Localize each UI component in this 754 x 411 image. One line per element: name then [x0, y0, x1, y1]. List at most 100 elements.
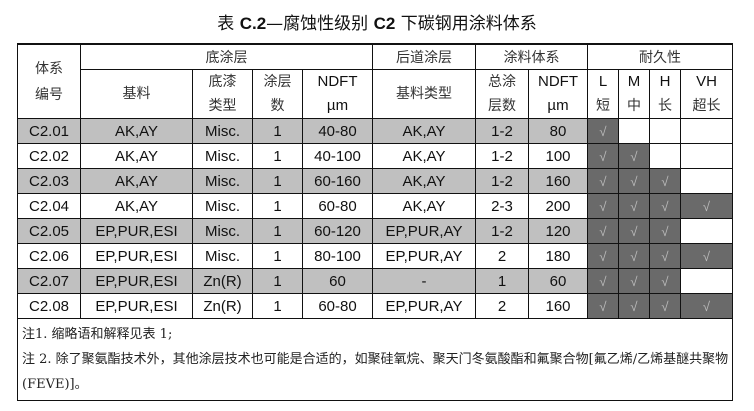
cell-topcoat-binder: EP,PUR,AY	[372, 243, 476, 269]
check-mark-l: √	[587, 293, 619, 319]
check-mark-l: √	[587, 243, 619, 269]
check-mark-m: √	[618, 168, 650, 194]
table-row: C2.05 EP,PUR,ESI Misc. 1 60-120 EP,PUR,AY 1-2 1…	[17, 218, 733, 244]
header-ndft: NDFT µm	[302, 69, 373, 119]
header-primer-type: 底漆 类型	[192, 69, 253, 119]
check-mark-l: √	[587, 118, 619, 144]
empty-cell-h	[649, 118, 681, 144]
cell-system-ndft: 100	[528, 143, 588, 169]
cell-binder: EP,PUR,ESI	[80, 293, 193, 319]
cell-total-coats: 2	[475, 293, 529, 319]
table-row: C2.06 EP,PUR,ESI Misc. 1 80-100 EP,PUR,AY 2 180…	[17, 243, 733, 269]
cell-system-id: C2.02	[17, 143, 81, 169]
check-mark-m: √	[618, 268, 650, 294]
check-mark-h: √	[649, 293, 681, 319]
notes: 注1. 缩略语和解释见表 1; 注 2. 除了聚氨酯技术外，其他涂层技术也可能是…	[17, 318, 733, 401]
cell-coats: 1	[252, 218, 303, 244]
cell-system-id: C2.01	[17, 118, 81, 144]
table-title: 表 C.2—腐蚀性级别 C2 下碳钢用涂料体系	[217, 14, 537, 34]
cell-system-ndft: 180	[528, 243, 588, 269]
check-mark-m: √	[618, 243, 650, 269]
check-mark-m: √	[618, 143, 650, 169]
check-mark-l: √	[587, 193, 619, 219]
cell-topcoat-binder: -	[372, 268, 476, 294]
header-system: 涂料体系	[475, 43, 588, 70]
cell-system-id: C2.06	[17, 243, 81, 269]
coating-systems-table: 体系编号 底涂层 后道涂层 涂料体系 耐久性 基料 底漆 类型 涂层数 NDFT µ…	[17, 43, 733, 401]
cell-coats: 1	[252, 118, 303, 144]
cell-binder: EP,PUR,ESI	[80, 243, 193, 269]
cell-system-ndft: 80	[528, 118, 588, 144]
check-mark-l: √	[587, 218, 619, 244]
cell-primer-type: Zn(R)	[192, 293, 253, 319]
table-row: C2.01 AK,AY Misc. 1 40-80 AK,AY 1-2 80 √	[17, 118, 733, 144]
cell-topcoat-binder: AK,AY	[372, 118, 476, 144]
cell-primer-type: Misc.	[192, 243, 253, 269]
check-mark-h: √	[649, 193, 681, 219]
cell-primer-type: Misc.	[192, 168, 253, 194]
check-mark-vh: √	[680, 193, 733, 219]
cell-total-coats: 1-2	[475, 118, 529, 144]
header-binder-type: 基料类型	[372, 69, 476, 119]
cell-system-id: C2.07	[17, 268, 81, 294]
cell-primer-type: Misc.	[192, 193, 253, 219]
cell-total-coats: 1	[475, 268, 529, 294]
note-2: 注 2. 除了聚氨酯技术外，其他涂层技术也可能是合适的，如聚硅氧烷、聚天门冬氨酸…	[22, 352, 729, 392]
cell-system-ndft: 60	[528, 268, 588, 294]
empty-cell-vh	[680, 268, 733, 294]
cell-binder: EP,PUR,ESI	[80, 268, 193, 294]
empty-cell-vh	[680, 143, 733, 169]
header-vh: VH 超长	[680, 69, 733, 119]
cell-coats: 1	[252, 268, 303, 294]
cell-coats: 1	[252, 243, 303, 269]
header-system-no: 体系编号	[17, 43, 81, 119]
cell-binder: AK,AY	[80, 168, 193, 194]
cell-topcoat-binder: AK,AY	[372, 168, 476, 194]
header-coats: 涂层数	[252, 69, 303, 119]
cell-coats: 1	[252, 168, 303, 194]
header-topcoat: 后道涂层	[372, 43, 476, 70]
table-row: C2.03 AK,AY Misc. 1 60-160 AK,AY 1-2 160 √ √ √	[17, 168, 733, 194]
cell-ndft: 40-80	[302, 118, 373, 144]
cell-system-ndft: 160	[528, 168, 588, 194]
note-1: 注1. 缩略语和解释见表 1;	[22, 327, 173, 342]
check-mark-l: √	[587, 143, 619, 169]
cell-binder: AK,AY	[80, 193, 193, 219]
cell-coats: 1	[252, 293, 303, 319]
cell-primer-type: Zn(R)	[192, 268, 253, 294]
check-mark-h: √	[649, 268, 681, 294]
empty-cell-vh	[680, 118, 733, 144]
cell-system-id: C2.05	[17, 218, 81, 244]
cell-system-id: C2.03	[17, 168, 81, 194]
check-mark-m: √	[618, 218, 650, 244]
cell-coats: 1	[252, 193, 303, 219]
header-system-ndft: NDFT µm	[528, 69, 588, 119]
cell-topcoat-binder: AK,AY	[372, 143, 476, 169]
cell-system-ndft: 200	[528, 193, 588, 219]
cell-total-coats: 2	[475, 243, 529, 269]
cell-total-coats: 1-2	[475, 218, 529, 244]
cell-ndft: 60-120	[302, 218, 373, 244]
cell-binder: AK,AY	[80, 143, 193, 169]
cell-topcoat-binder: AK,AY	[372, 193, 476, 219]
cell-topcoat-binder: EP,PUR,AY	[372, 293, 476, 319]
empty-cell-vh	[680, 168, 733, 194]
cell-system-id: C2.08	[17, 293, 81, 319]
cell-ndft: 60-160	[302, 168, 373, 194]
cell-system-id: C2.04	[17, 193, 81, 219]
cell-topcoat-binder: EP,PUR,AY	[372, 218, 476, 244]
cell-primer-type: Misc.	[192, 118, 253, 144]
check-mark-vh: √	[680, 293, 733, 319]
empty-cell-h	[649, 143, 681, 169]
check-mark-vh: √	[680, 243, 733, 269]
cell-ndft: 80-100	[302, 243, 373, 269]
header-binder: 基料	[80, 69, 193, 119]
cell-total-coats: 2-3	[475, 193, 529, 219]
cell-ndft: 60-80	[302, 193, 373, 219]
table-row: C2.08 EP,PUR,ESI Zn(R) 1 60-80 EP,PUR,AY 2 160 √…	[17, 293, 733, 319]
table-row: C2.04 AK,AY Misc. 1 60-80 AK,AY 2-3 200 √ √ √ √	[17, 193, 733, 219]
cell-system-ndft: 160	[528, 293, 588, 319]
cell-primer-type: Misc.	[192, 218, 253, 244]
cell-ndft: 40-100	[302, 143, 373, 169]
